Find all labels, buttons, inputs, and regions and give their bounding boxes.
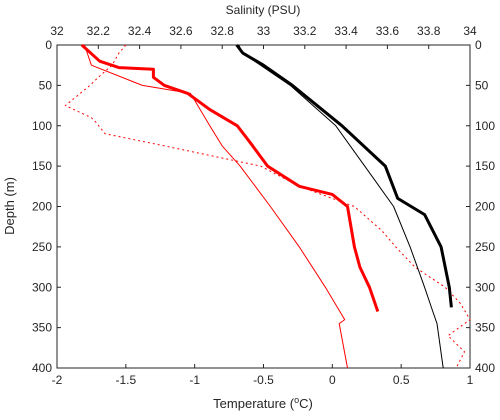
x-tick-label: -1.5 bbox=[115, 373, 136, 387]
profile-line bbox=[80, 43, 380, 312]
y-tick-label-right: 0 bbox=[475, 38, 482, 52]
x2-tick-label: 33 bbox=[257, 24, 271, 38]
plot-frame bbox=[56, 44, 471, 369]
x2-tick-label: 33.8 bbox=[417, 24, 441, 38]
x-tick-label: 0 bbox=[329, 373, 336, 387]
y-tick-label: 300 bbox=[32, 280, 52, 294]
y-tick-label: 400 bbox=[32, 361, 52, 375]
x2-axis-title: Salinity (PSU) bbox=[226, 3, 301, 17]
x2-tick-label: 33.4 bbox=[334, 24, 358, 38]
y-tick-label-right: 400 bbox=[475, 361, 495, 375]
x-tick-label: -2 bbox=[52, 373, 63, 387]
y-tick-label-right: 50 bbox=[475, 78, 489, 92]
x-axis-title: Temperature (oC) bbox=[213, 395, 313, 411]
y-axis-title: Depth (m) bbox=[2, 177, 17, 235]
y-tick-label: 350 bbox=[32, 321, 52, 335]
x2-tick-label: 32 bbox=[50, 24, 64, 38]
y-tick-label: 250 bbox=[32, 240, 52, 254]
x-tick-label: -1 bbox=[189, 373, 200, 387]
x-tick-label: 1 bbox=[467, 373, 474, 387]
x2-tick-label: 33.2 bbox=[293, 24, 317, 38]
y-tick-label: 200 bbox=[32, 200, 52, 214]
x2-tick-label: 32.4 bbox=[128, 24, 152, 38]
y-tick-label: 150 bbox=[32, 159, 52, 173]
y-tick-label-right: 100 bbox=[475, 119, 495, 133]
profile-line bbox=[235, 44, 453, 308]
y-tick-label-right: 300 bbox=[475, 280, 495, 294]
x-tick-label: -0.5 bbox=[253, 373, 274, 387]
x-title-part: Temperature ( bbox=[213, 396, 295, 411]
y-tick-label-right: 200 bbox=[475, 200, 495, 214]
x-tick-label: 0.5 bbox=[393, 373, 410, 387]
y-tick-label-right: 150 bbox=[475, 159, 495, 173]
y-tick-label-right: 350 bbox=[475, 321, 495, 335]
profile-line bbox=[84, 44, 348, 369]
x-title-part: C) bbox=[299, 396, 313, 411]
x2-tick-label: 32.6 bbox=[169, 24, 193, 38]
profile-line bbox=[64, 44, 471, 369]
x2-tick-label: 32.2 bbox=[87, 24, 111, 38]
x2-tick-label: 33.6 bbox=[376, 24, 400, 38]
y-tick-label: 100 bbox=[32, 119, 52, 133]
x2-tick-label: 32.8 bbox=[211, 24, 235, 38]
x-title-superscript: o bbox=[294, 395, 299, 405]
y-tick-label-right: 250 bbox=[475, 240, 495, 254]
y-tick-label: 50 bbox=[39, 78, 53, 92]
x2-tick-label: 34 bbox=[463, 24, 477, 38]
y-tick-label: 0 bbox=[45, 38, 52, 52]
